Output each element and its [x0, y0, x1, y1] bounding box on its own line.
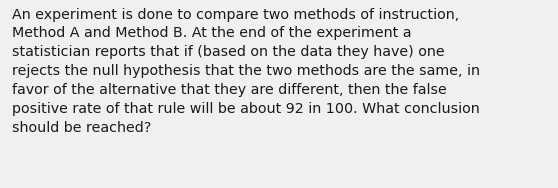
Text: An experiment is done to compare two methods of instruction,
Method A and Method: An experiment is done to compare two met… — [12, 8, 480, 135]
